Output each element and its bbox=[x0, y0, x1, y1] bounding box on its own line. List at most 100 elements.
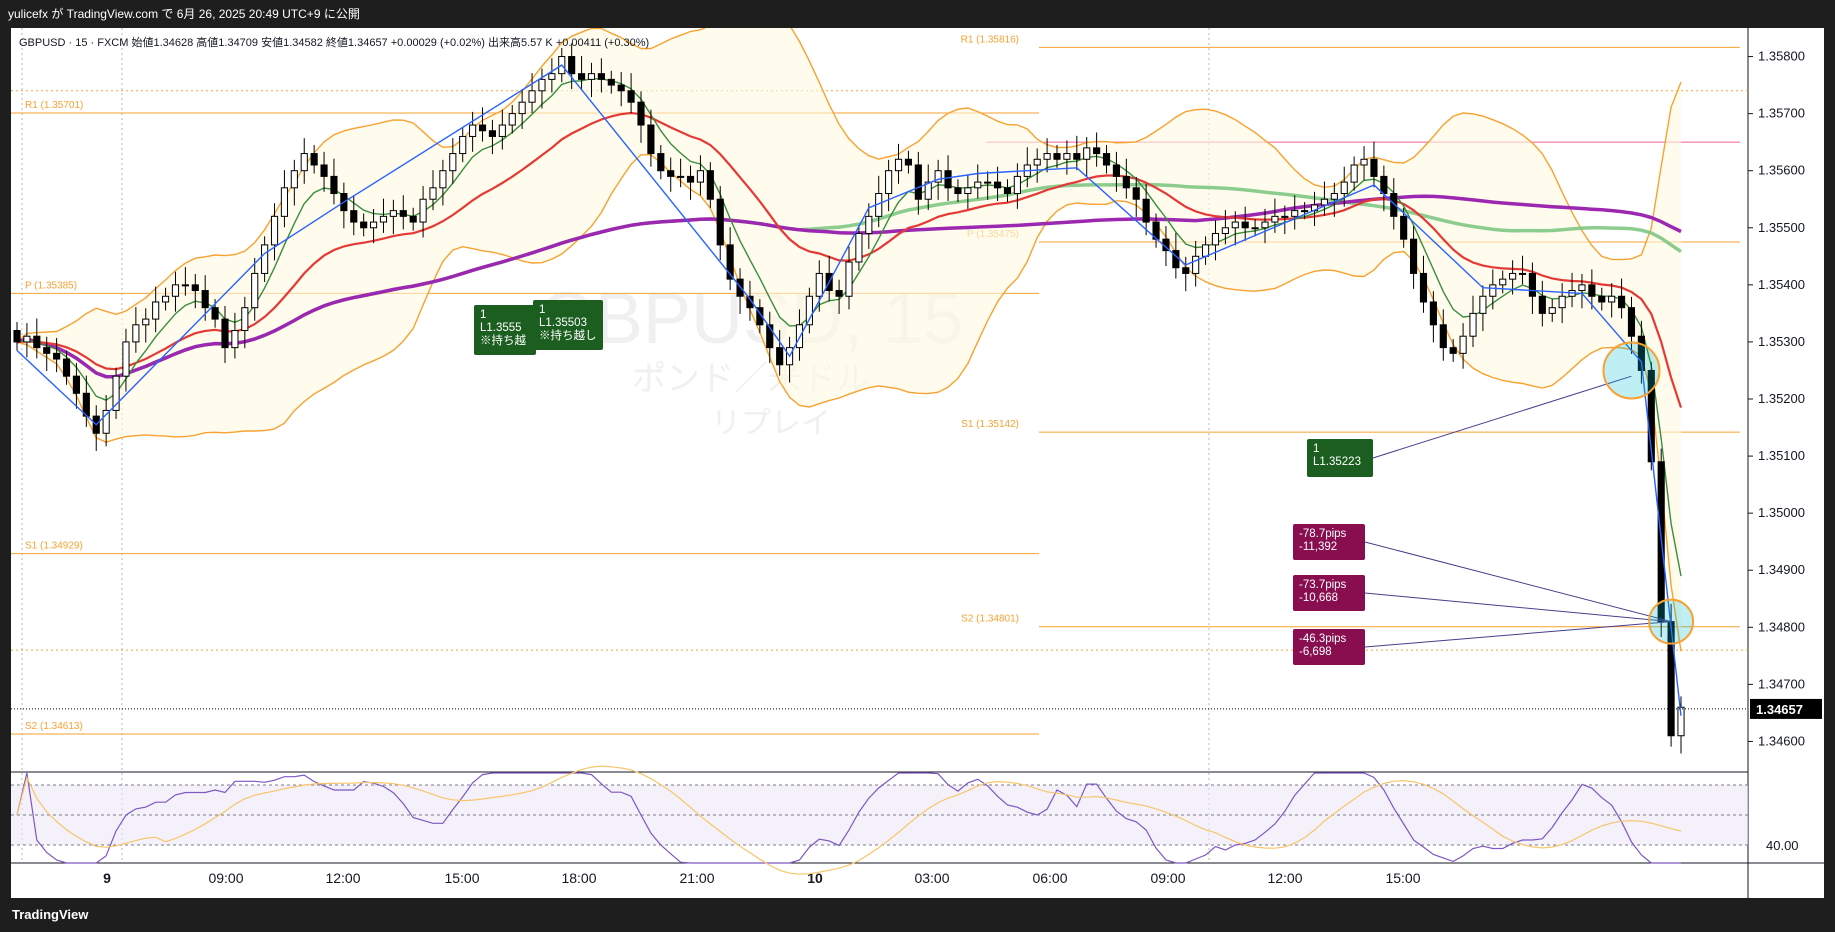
candle-body bbox=[152, 301, 160, 320]
pivot-label: S1 (1.35142) bbox=[961, 419, 1019, 430]
candle-body bbox=[1102, 153, 1111, 166]
candle-body bbox=[102, 409, 110, 434]
candle-body bbox=[1192, 255, 1200, 274]
candle-body bbox=[1618, 295, 1626, 309]
candle-body bbox=[1281, 215, 1289, 218]
candle bbox=[706, 162, 714, 208]
candle bbox=[647, 109, 655, 167]
trade-labels[interactable]: 1L1.3555※持ち越1L1.35503※持ち越し1L1.35223-78.7… bbox=[474, 300, 1695, 665]
candle-body bbox=[667, 170, 675, 177]
price-tick-label: 1.34800 bbox=[1758, 619, 1805, 634]
candle-body bbox=[142, 318, 150, 326]
price-tick-label: 1.35600 bbox=[1758, 163, 1805, 178]
candle-body bbox=[1142, 198, 1150, 223]
candle-body bbox=[181, 284, 189, 287]
candle bbox=[23, 323, 31, 358]
price-tick-label: 1.34600 bbox=[1758, 733, 1805, 748]
candle-body bbox=[1251, 227, 1259, 230]
candle-body bbox=[43, 347, 51, 354]
candle bbox=[607, 70, 615, 94]
candle bbox=[924, 164, 932, 211]
candle-body bbox=[1380, 175, 1388, 195]
candle-body bbox=[1112, 164, 1120, 177]
candle bbox=[835, 279, 843, 314]
candle-body bbox=[409, 215, 417, 223]
candle-body bbox=[1083, 147, 1091, 160]
candle-body bbox=[53, 352, 61, 360]
candle bbox=[726, 227, 734, 290]
candle bbox=[1192, 240, 1200, 287]
rsi-signal bbox=[16, 765, 1682, 875]
candle-body bbox=[964, 187, 972, 195]
candle-body bbox=[280, 187, 288, 217]
candle bbox=[122, 328, 130, 392]
candle bbox=[280, 170, 288, 228]
connector-line bbox=[1364, 592, 1672, 623]
candle bbox=[587, 62, 596, 98]
candle-body bbox=[1003, 187, 1012, 195]
candle-body bbox=[1410, 238, 1418, 274]
candle-body bbox=[974, 181, 982, 189]
publish-text: yulicefx が TradingView.com で 6月 26, 2025… bbox=[8, 7, 360, 21]
tradingview-logo[interactable]: TradingView bbox=[12, 907, 89, 922]
candle-body bbox=[439, 170, 447, 189]
price-tick-label: 1.34900 bbox=[1758, 562, 1805, 577]
candle-body bbox=[994, 181, 1002, 189]
candle bbox=[914, 151, 922, 215]
candle-body bbox=[112, 375, 120, 411]
price-axis[interactable]: 1.35800 1.35700 1.35600 1.35500 1.35400 1.353… bbox=[11, 49, 1822, 749]
result-label-text: -78.7pips bbox=[1299, 528, 1347, 540]
candle bbox=[72, 363, 80, 409]
candle-body bbox=[1340, 181, 1348, 195]
result-label: -78.7pips-11,392 bbox=[1293, 524, 1365, 560]
candle bbox=[1003, 179, 1012, 203]
candle-body bbox=[716, 198, 724, 246]
result-label-text: -6,698 bbox=[1299, 646, 1332, 658]
rsi-axis-label: 40.00 bbox=[1766, 838, 1799, 853]
candle bbox=[270, 203, 279, 261]
chart-frame[interactable]: GBPUSD, 15 ポンド／米ドル リプレイ R1 (1.35701) P (1… bbox=[11, 1, 1824, 898]
candle bbox=[379, 198, 388, 233]
price-chart[interactable]: GBPUSD, 15 ポンド／米ドル リプレイ R1 (1.35701)P (1… bbox=[11, 1, 1824, 898]
candle bbox=[241, 296, 249, 349]
candle-body bbox=[1241, 221, 1249, 229]
candle bbox=[1112, 151, 1120, 192]
candle-body bbox=[399, 210, 407, 217]
candle-body bbox=[607, 78, 615, 86]
candle bbox=[1340, 166, 1348, 207]
candle-body bbox=[320, 164, 328, 177]
candle bbox=[568, 43, 576, 90]
candle bbox=[1211, 220, 1220, 261]
candle-body bbox=[459, 135, 467, 155]
candle-body bbox=[894, 158, 903, 172]
candle-body bbox=[449, 153, 457, 172]
rsi-pane[interactable]: 40.00 bbox=[11, 765, 1799, 875]
price-tick-label: 1.35800 bbox=[1758, 49, 1805, 64]
candle bbox=[578, 55, 586, 91]
candle-body bbox=[1627, 307, 1636, 337]
candlesticks[interactable] bbox=[13, 43, 1685, 754]
candle bbox=[162, 287, 170, 311]
candle bbox=[439, 159, 447, 206]
candle-body bbox=[171, 284, 180, 297]
watermark-replay: リプレイ bbox=[711, 407, 831, 440]
candle-body bbox=[984, 181, 992, 184]
candle bbox=[498, 109, 506, 150]
connector-line bbox=[1364, 541, 1672, 623]
candle-body bbox=[855, 232, 863, 263]
time-axis[interactable]: 9 09:00 12:00 15:00 18:00 21:00 10 03:00 06:00 09… bbox=[103, 870, 1421, 886]
candle bbox=[1489, 269, 1497, 310]
candle bbox=[756, 299, 764, 334]
last-price-label: 1.34657 bbox=[1756, 702, 1803, 717]
candle bbox=[1598, 287, 1606, 311]
candle bbox=[1083, 137, 1091, 177]
zigzag-line bbox=[16, 64, 1682, 716]
candle bbox=[974, 164, 982, 199]
candle bbox=[1330, 182, 1338, 217]
candle-body bbox=[231, 330, 239, 349]
candle bbox=[102, 395, 110, 447]
candle-body bbox=[132, 324, 140, 343]
pivot-label: S2 (1.34613) bbox=[25, 721, 83, 732]
candle bbox=[1637, 320, 1645, 384]
candle-body bbox=[201, 290, 209, 309]
